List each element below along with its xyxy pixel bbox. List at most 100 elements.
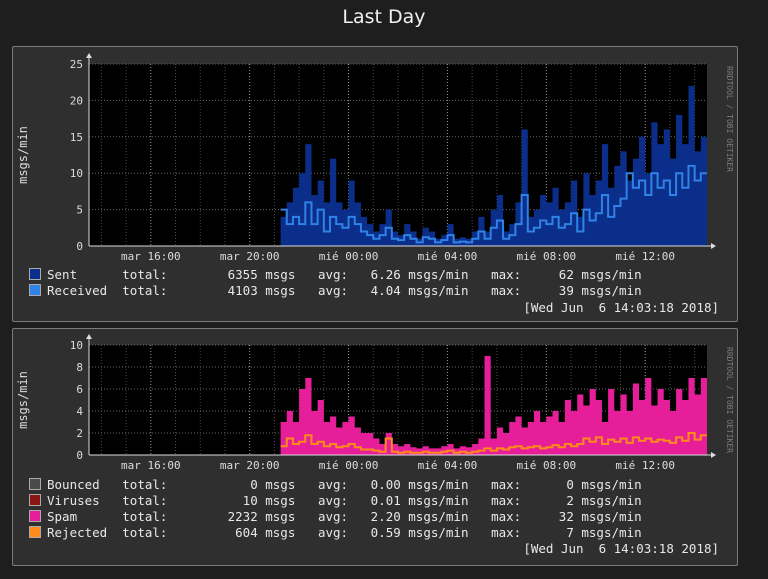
y-axis-arrow (86, 53, 92, 58)
legend-total-label: total: (122, 477, 168, 492)
legend-name: Bounced (47, 477, 123, 492)
legend-avg-label: avg: (317, 477, 349, 492)
x-tick-label: mar 20:00 (220, 459, 280, 472)
legend-avg-label: avg: (317, 509, 349, 524)
y-tick-label: 4 (76, 405, 83, 418)
legend-unit: msgs/min (400, 283, 492, 298)
legend-name: Received (47, 283, 123, 298)
legend-swatch (29, 526, 41, 538)
legend-swatch (29, 284, 41, 296)
legend-unit: msgs/min (400, 493, 492, 508)
legend-name: Rejected (47, 525, 123, 540)
legend-total-value: 2232 (167, 509, 258, 524)
legend-max-label: max: (491, 525, 522, 540)
legend-max-value: 32 (521, 509, 574, 524)
series-rejected-line (280, 432, 707, 454)
legend-row-rejected: Rejected total: 604 msgs avg: 0.59 msgs/… (29, 525, 642, 541)
legend-max-label: max: (491, 267, 522, 282)
x-tick-label: mié 04:00 (418, 459, 478, 472)
legend-unit: msgs/min (573, 493, 642, 508)
legend-name: Sent (47, 267, 123, 282)
page-title: Last Day (342, 6, 426, 28)
timestamp: [Wed Jun 6 14:03:18 2018] (523, 541, 719, 556)
spam-panel: 0 2 4 6 8 10 mar 16:00 mar 20:00 mié 00:00 mié 04… (12, 328, 738, 566)
y-tick-label: 2 (76, 427, 83, 440)
x-tick-label: mar 20:00 (220, 250, 280, 263)
legend-row-bounced: Bounced total: 0 msgs avg: 0.00 msgs/min… (29, 477, 642, 493)
spam-legend: Bounced total: 0 msgs avg: 0.00 msgs/min… (29, 477, 642, 541)
series-spam-area (280, 356, 707, 455)
sent-received-chart: 0 5 10 15 20 25 mar 16:00 mar 20:00 mié 00:00 mié… (16, 53, 734, 263)
legend-unit: msgs/min (400, 509, 492, 524)
legend-total-label: total: (122, 493, 168, 508)
x-tick-label: mié 00:00 (319, 250, 379, 263)
legend-max-value: 7 (521, 525, 574, 540)
legend-unit: msgs (257, 477, 318, 492)
y-tick-label: 6 (76, 383, 83, 396)
legend-max-value: 39 (521, 283, 574, 298)
legend-avg-label: avg: (317, 493, 349, 508)
legend-max-value: 62 (521, 267, 574, 282)
legend-unit: msgs/min (573, 477, 642, 492)
x-tick-label: mar 16:00 (121, 250, 181, 263)
legend-unit: msgs (257, 267, 318, 282)
legend-avg-value: 0.00 (348, 477, 401, 492)
legend-avg-value: 6.26 (348, 267, 401, 282)
legend-max-label: max: (491, 509, 522, 524)
legend-unit: msgs/min (573, 283, 642, 298)
legend-avg-value: 2.20 (348, 509, 401, 524)
legend-avg-label: avg: (317, 525, 349, 540)
legend-unit: msgs (257, 509, 318, 524)
x-tick-label: mié 08:00 (517, 250, 577, 263)
legend-total-label: total: (122, 267, 168, 282)
legend-total-value: 4103 (167, 283, 258, 298)
legend-avg-value: 0.59 (348, 525, 401, 540)
legend-total-value: 10 (167, 493, 258, 508)
legend-unit: msgs/min (400, 477, 492, 492)
x-tick-label: mar 16:00 (121, 459, 181, 472)
y-tick-label: 15 (70, 131, 83, 144)
legend-row-received: Received total: 4103 msgs avg: 4.04 msgs… (29, 283, 642, 299)
legend-unit: msgs/min (400, 525, 492, 540)
legend-total-value: 6355 (167, 267, 258, 282)
y-tick-label: 25 (70, 58, 83, 71)
legend-total-label: total: (122, 283, 168, 298)
legend-name: Viruses (47, 493, 123, 508)
legend-avg-label: avg: (317, 283, 349, 298)
y-axis-arrow (86, 334, 92, 339)
y-tick-label: 20 (70, 94, 83, 107)
legend-unit: msgs/min (400, 267, 492, 282)
y-tick-label: 0 (76, 449, 83, 462)
y-tick-label: 0 (76, 240, 83, 253)
x-tick-label: mié 12:00 (615, 250, 675, 263)
legend-avg-value: 4.04 (348, 283, 401, 298)
timestamp: [Wed Jun 6 14:03:18 2018] (523, 300, 719, 315)
sent-received-panel: 0 5 10 15 20 25 mar 16:00 mar 20:00 mié 00:00 mié… (12, 46, 738, 322)
legend-unit: msgs/min (573, 525, 642, 540)
legend-swatch (29, 510, 41, 522)
legend-total-value: 0 (167, 477, 258, 492)
legend-max-value: 0 (521, 477, 574, 492)
y-tick-label: 10 (70, 167, 83, 180)
series-received-line (280, 164, 707, 244)
legend-swatch (29, 478, 41, 490)
x-tick-label: mié 12:00 (615, 459, 675, 472)
legend-max-value: 2 (521, 493, 574, 508)
series-sent-area (280, 85, 707, 246)
legend-row-viruses: Viruses total: 10 msgs avg: 0.01 msgs/mi… (29, 493, 642, 509)
legend-total-label: total: (122, 525, 168, 540)
y-tick-label: 10 (70, 339, 83, 352)
legend-total-value: 604 (167, 525, 258, 540)
legend-avg-value: 0.01 (348, 493, 401, 508)
x-tick-label: mié 04:00 (418, 250, 478, 263)
y-tick-label: 8 (76, 361, 83, 374)
spam-chart: 0 2 4 6 8 10 mar 16:00 mar 20:00 mié 00:00 mié 04… (16, 334, 734, 472)
y-axis-label: msgs/min (16, 371, 30, 429)
x-tick-label: mié 00:00 (319, 459, 379, 472)
x-axis-arrow (711, 243, 716, 249)
legend-unit: msgs/min (573, 267, 642, 282)
legend-unit: msgs (257, 525, 318, 540)
x-tick-label: mié 08:00 (517, 459, 577, 472)
legend-unit: msgs/min (573, 509, 642, 524)
x-axis-arrow (711, 452, 716, 458)
